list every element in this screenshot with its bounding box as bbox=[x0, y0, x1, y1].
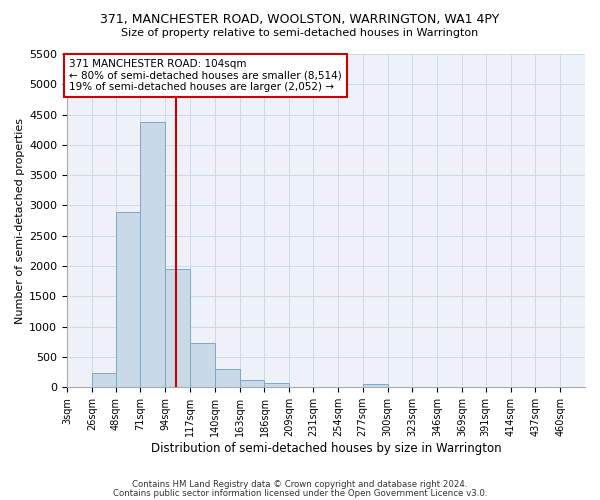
Bar bbox=[239, 380, 265, 387]
Bar bbox=[140, 122, 165, 387]
Bar bbox=[265, 382, 289, 387]
Bar bbox=[116, 212, 140, 387]
Text: 371 MANCHESTER ROAD: 104sqm
← 80% of semi-detached houses are smaller (8,514)
19: 371 MANCHESTER ROAD: 104sqm ← 80% of sem… bbox=[69, 59, 342, 92]
Y-axis label: Number of semi-detached properties: Number of semi-detached properties bbox=[15, 118, 25, 324]
Bar bbox=[362, 384, 388, 387]
Text: Size of property relative to semi-detached houses in Warrington: Size of property relative to semi-detach… bbox=[121, 28, 479, 38]
Bar bbox=[215, 369, 239, 387]
Text: Contains public sector information licensed under the Open Government Licence v3: Contains public sector information licen… bbox=[113, 488, 487, 498]
Bar bbox=[165, 269, 190, 387]
Text: Contains HM Land Registry data © Crown copyright and database right 2024.: Contains HM Land Registry data © Crown c… bbox=[132, 480, 468, 489]
Bar bbox=[92, 374, 116, 387]
Text: 371, MANCHESTER ROAD, WOOLSTON, WARRINGTON, WA1 4PY: 371, MANCHESTER ROAD, WOOLSTON, WARRINGT… bbox=[100, 12, 500, 26]
Bar bbox=[190, 343, 215, 387]
X-axis label: Distribution of semi-detached houses by size in Warrington: Distribution of semi-detached houses by … bbox=[151, 442, 502, 455]
